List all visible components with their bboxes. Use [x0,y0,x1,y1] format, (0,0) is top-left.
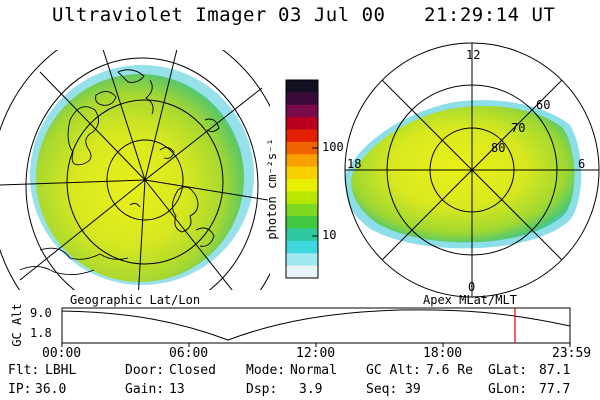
x-tick-1800: 18:00 [423,346,463,361]
gcalt-value: 7.6 Re [426,363,473,378]
colorbar-stripe [286,203,318,217]
colorbar-stripe [286,117,318,130]
colorbar-stripe [286,191,318,205]
altitude-plot [61,307,571,347]
colorbar-stripe [286,240,318,254]
colorbar-stripe [286,104,318,118]
colorbar-tick-10: 10 [322,228,337,242]
mode-label: Mode: [246,363,286,378]
colorbar-stripe [286,92,318,106]
geographic-image [0,50,270,290]
polar-label-6: 6 [578,157,586,171]
polar-label-80: 80 [491,141,506,155]
x-tick-0000: 00:00 [42,346,82,361]
x-tick-0600: 06:00 [169,346,209,361]
gc-alt-axis-title: GC Alt [10,303,24,347]
glat-value: 87.1 [539,363,571,378]
seq-label: Seq: [366,382,398,397]
glon-label: GLon: [488,382,528,397]
polar-label-70: 70 [511,121,526,135]
gcalt-label: GC Alt: [366,363,421,378]
gain-label: Gain: [125,382,165,397]
glat-label: GLat: [488,363,528,378]
colorbar-tick-100: 100 [322,140,344,154]
polar-label-18: 18 [347,157,362,171]
apex-caption: Apex MLat/MLT [423,293,517,307]
door-value: Closed [169,363,216,378]
colorbar-stripe [286,228,318,242]
app-title: Ultraviolet Imager [52,4,267,26]
seq-value: 39 [405,382,421,397]
polar-plot [344,42,600,298]
colorbar-stripe [286,179,318,192]
dsp-value: 3.9 [299,382,323,397]
ip-value: 36.0 [35,382,67,397]
colorbar-stripe [286,80,318,93]
colorbar-stripe [286,166,318,180]
colorbar-stripe [286,253,318,267]
time-label: 21:29:14 UT [424,4,556,26]
colorbar-stripe [286,265,318,279]
flt-label: Flt: [8,363,40,378]
polar-label-0: 0 [468,280,476,294]
colorbar-stripe [286,216,318,229]
x-tick-1200: 12:00 [296,346,336,361]
colorbar-stripe [286,141,318,155]
colorbar-stripe [286,129,318,143]
alt-y-max: 9.0 [30,306,52,320]
door-label: Door: [125,363,165,378]
mode-value: Normal [290,363,337,378]
polar-label-12: 12 [466,48,481,62]
dsp-label: Dsp: [246,382,278,397]
colorbar [285,79,319,279]
colorbar-unit-label: photon cm⁻²s⁻¹ [265,138,279,240]
colorbar-stripe [286,154,318,168]
geographic-caption: Geographic Lat/Lon [70,293,201,307]
flt-value: LBHL [45,363,77,378]
date-label: 03 Jul 00 [278,4,386,26]
polar-label-60: 60 [536,98,551,112]
x-tick-2359: 23:59 [552,346,592,361]
ip-label: IP: [8,382,32,397]
glon-value: 77.7 [539,382,571,397]
alt-y-min: 1.8 [30,326,52,340]
gain-value: 13 [169,382,185,397]
